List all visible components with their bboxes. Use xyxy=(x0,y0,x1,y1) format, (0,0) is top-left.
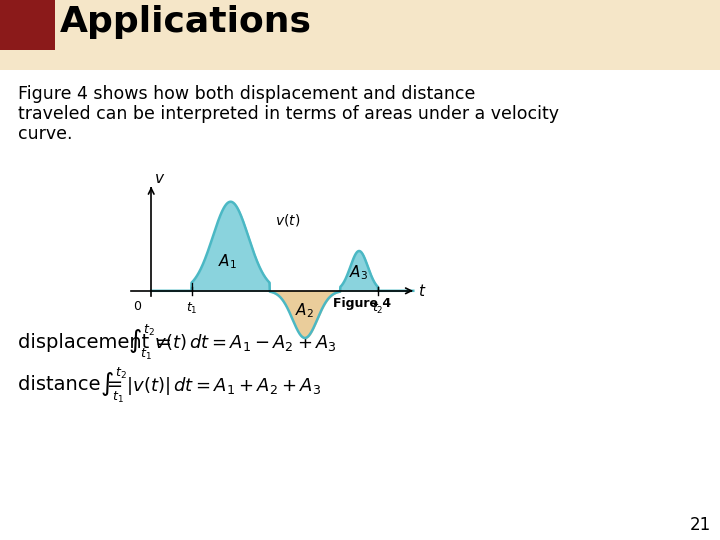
Text: $v$: $v$ xyxy=(154,171,166,186)
Bar xyxy=(0,0,55,50)
Text: Figure 4 shows how both displacement and distance: Figure 4 shows how both displacement and… xyxy=(18,85,475,103)
Text: $t_1$: $t_1$ xyxy=(186,301,197,316)
Text: Figure 4: Figure 4 xyxy=(333,296,391,309)
Text: 21: 21 xyxy=(689,516,711,534)
Text: $t_2$: $t_2$ xyxy=(372,301,384,316)
Text: $A_2$: $A_2$ xyxy=(295,301,315,320)
Text: $v(t)$: $v(t)$ xyxy=(274,212,300,227)
Text: displacement =: displacement = xyxy=(18,333,179,352)
Text: curve.: curve. xyxy=(18,125,73,143)
Text: $\int_{t_1}^{t_2} |v(t)|\,dt = A_1 + A_2 + A_3$: $\int_{t_1}^{t_2} |v(t)|\,dt = A_1 + A_2… xyxy=(100,366,321,404)
Text: Applications: Applications xyxy=(60,5,312,39)
Text: $A_3$: $A_3$ xyxy=(349,264,369,282)
Text: distance =: distance = xyxy=(18,375,130,395)
Text: $0$: $0$ xyxy=(132,300,142,313)
Bar xyxy=(0,0,720,70)
Text: $A_1$: $A_1$ xyxy=(218,252,238,271)
Text: $t$: $t$ xyxy=(418,283,427,299)
Text: $\int_{t_1}^{t_2} v(t)\,dt = A_1 - A_2 + A_3$: $\int_{t_1}^{t_2} v(t)\,dt = A_1 - A_2 +… xyxy=(128,322,337,362)
Text: traveled can be interpreted in terms of areas under a velocity: traveled can be interpreted in terms of … xyxy=(18,105,559,123)
